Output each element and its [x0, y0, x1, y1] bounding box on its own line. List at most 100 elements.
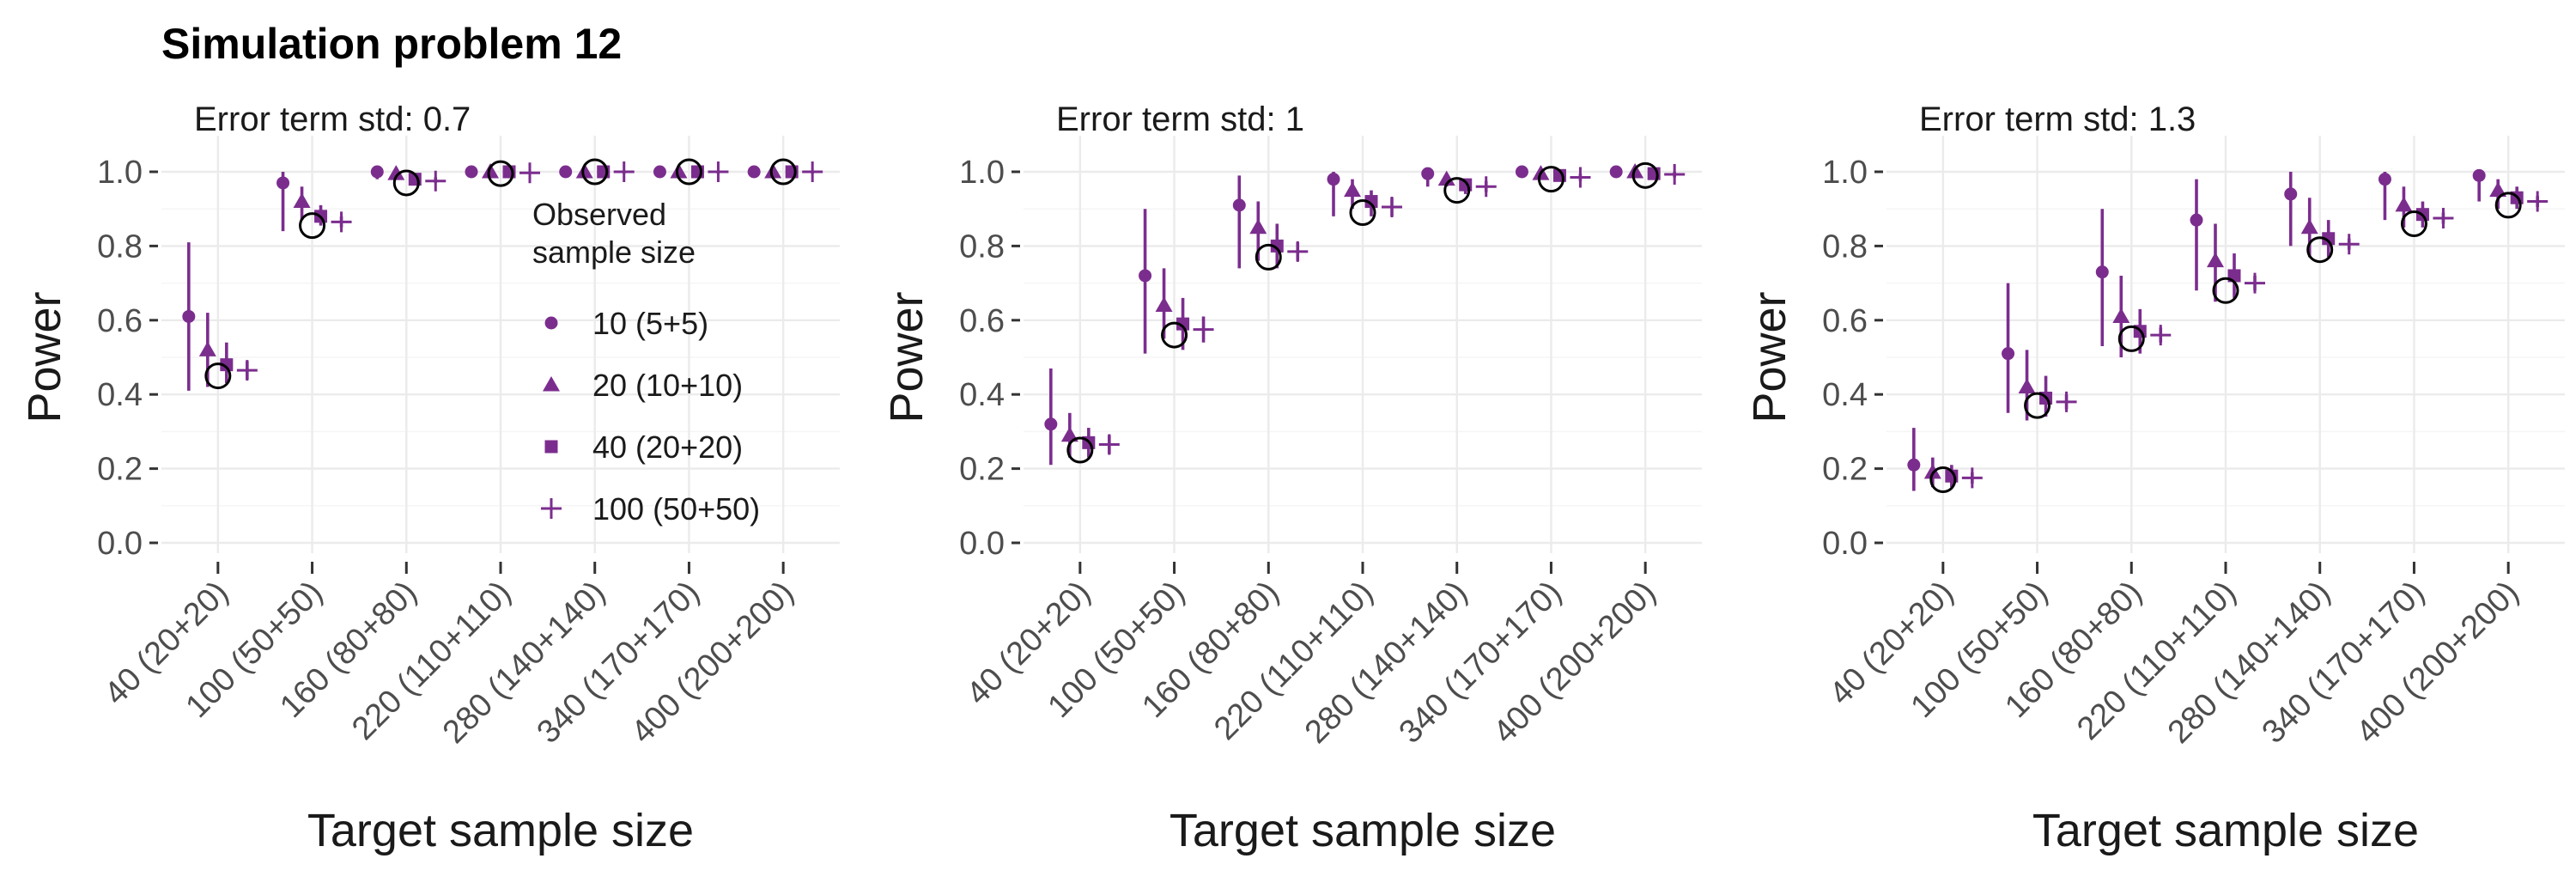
- circle-point: [2378, 173, 2391, 186]
- y-tick-label: 1.0: [97, 155, 143, 191]
- legend-key-triangle: [543, 376, 560, 392]
- square-point: [1176, 317, 1190, 331]
- series-4: [236, 161, 823, 381]
- plus-point: [2433, 208, 2454, 228]
- x-axis-title: Target sample size: [1170, 805, 1556, 856]
- series-3: [1082, 167, 1661, 458]
- truth-circle: [2024, 392, 2051, 419]
- plus-point: [1098, 434, 1120, 455]
- triangle-point: [1437, 170, 1455, 186]
- truth-circle: [1066, 436, 1094, 464]
- plus-point: [2527, 191, 2549, 212]
- legend-item-label: 10 (5+5): [592, 306, 708, 341]
- circle-point: [653, 165, 666, 179]
- triangle-point: [575, 163, 593, 179]
- plus-point: [519, 162, 540, 184]
- truth-circle: [204, 362, 232, 390]
- y-tick-label: 0.4: [959, 377, 1005, 413]
- panel-1: 0.0 0.2 0.4 0.6 0.8 1.0 40 (20+20) 100 (50+50) 1…: [19, 100, 840, 856]
- legend-item-label: 20 (10+10): [592, 368, 743, 403]
- triangle-point: [293, 192, 311, 209]
- panel-subtitle: Error term std: 1.3: [1919, 100, 2196, 138]
- series-2: [1923, 179, 2507, 488]
- circle-point: [465, 165, 478, 179]
- plus-point: [2056, 391, 2077, 412]
- circle-point: [2284, 187, 2298, 201]
- series-3: [1945, 186, 2524, 488]
- truth-circle: [2212, 277, 2239, 304]
- truth-circle: [2400, 210, 2427, 237]
- y-tick-label: 0.8: [1822, 228, 1868, 265]
- panel-3: 0.00.20.40.60.81.040 (20+20)100 (50+50)1…: [1744, 100, 2565, 856]
- legend-item-label: 40 (20+20): [592, 429, 743, 465]
- x-tick-label: 280 (140+140): [2161, 575, 2337, 751]
- plus-point: [331, 211, 352, 233]
- circle-point: [2472, 168, 2486, 182]
- y-tick-label: 0.0: [97, 526, 143, 562]
- x-tick-label: 340 (170+170): [2256, 575, 2432, 751]
- truth-circle: [675, 158, 702, 186]
- plus-point: [236, 360, 258, 381]
- truth-circle: [392, 169, 420, 197]
- truth-circle: [1631, 161, 1659, 189]
- circle-point: [370, 165, 384, 179]
- triangle-point: [2207, 252, 2224, 268]
- circle-point: [1044, 417, 1058, 431]
- triangle-point: [1249, 218, 1267, 234]
- series-1: [1044, 165, 1623, 466]
- y-tick-label: 0.6: [959, 303, 1005, 339]
- y-tick-label: 1.0: [959, 155, 1005, 191]
- triangle-point: [1060, 426, 1078, 442]
- plus-point: [1382, 197, 1402, 218]
- truth-circle: [1161, 321, 1188, 349]
- series-4: [1961, 191, 2549, 489]
- triangle-point: [198, 341, 216, 356]
- series-1: [182, 165, 761, 391]
- plus-point: [1664, 164, 1686, 186]
- x-tick-label: 280 (140+140): [436, 575, 612, 751]
- truth-circle: [1255, 243, 1282, 271]
- circle-point: [1327, 173, 1340, 186]
- y-tick-label: 1.0: [1822, 155, 1868, 191]
- figure-title: Simulation problem 12: [161, 20, 622, 68]
- panels: 0.0 0.2 0.4 0.6 0.8 1.0 40 (20+20) 100 (50+50) 1…: [19, 100, 2565, 856]
- truth-circle: [487, 160, 514, 187]
- plus-point: [425, 170, 447, 192]
- y-tick-label: 0.8: [959, 228, 1005, 265]
- circle-point: [1139, 269, 1152, 283]
- series-1: [1907, 168, 2486, 491]
- plus-point: [2150, 325, 2172, 346]
- plus-point: [802, 161, 823, 182]
- circle-point: [1907, 458, 1921, 472]
- panel-subtitle: Error term std: 0.7: [194, 100, 471, 138]
- circle-point: [1232, 198, 1246, 212]
- triangle-point: [2018, 378, 2036, 394]
- triangle-point: [2112, 307, 2130, 323]
- legend-key-plus: [541, 498, 562, 519]
- triangle-point: [1923, 463, 1941, 479]
- circle-point: [182, 309, 196, 323]
- truth-circle: [299, 212, 326, 240]
- truth-circle: [769, 158, 797, 186]
- triangle-point: [670, 163, 688, 179]
- plus-point: [1287, 241, 1309, 262]
- square-point: [1270, 239, 1284, 253]
- y-axis-title: Power: [19, 291, 70, 423]
- x-tick-label: 340 (170+170): [1393, 575, 1569, 751]
- circle-point: [2002, 347, 2015, 361]
- truth-circle: [2306, 236, 2334, 264]
- circle-point: [1421, 167, 1435, 180]
- y-tick-label: 0.6: [97, 303, 143, 339]
- truth-circle: [2117, 325, 2145, 352]
- series-2: [198, 163, 782, 387]
- y-tick-label: 0.2: [97, 452, 143, 488]
- circle-point: [1515, 165, 1528, 179]
- square-point: [1364, 195, 1378, 209]
- circle-point: [1609, 165, 1623, 179]
- circle-point: [276, 176, 290, 190]
- series-3: [220, 165, 799, 384]
- plus-point: [613, 161, 635, 182]
- plus-point: [708, 161, 729, 182]
- legend-title-line2: sample size: [532, 234, 696, 270]
